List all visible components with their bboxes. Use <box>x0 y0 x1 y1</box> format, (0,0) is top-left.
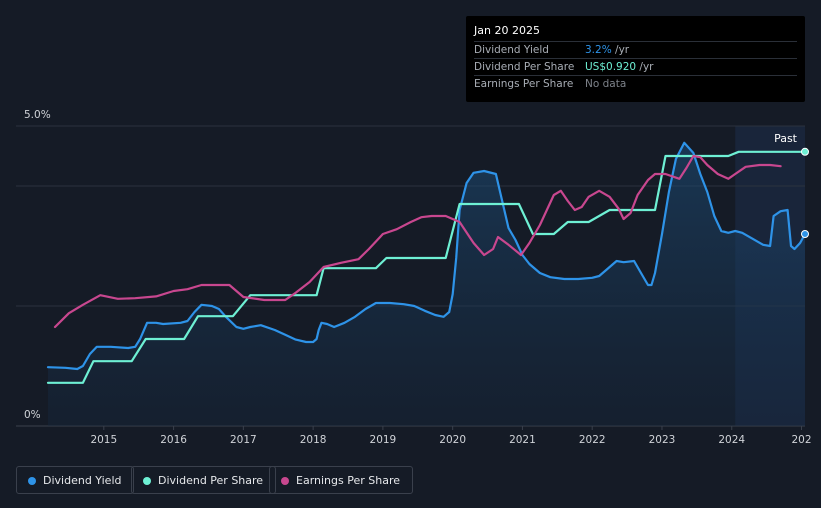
line-dividend-per-share <box>46 150 807 384</box>
x-tick-label: 2022 <box>579 434 606 446</box>
tooltip-label: Dividend Per Share <box>474 61 575 73</box>
legend-dot-icon <box>143 477 151 485</box>
tooltip-unit: /yr <box>636 61 654 73</box>
tooltip-date: Jan 20 2025 <box>474 24 540 37</box>
tooltip-value-number: US$0.920 <box>585 61 637 73</box>
series-lines <box>46 141 807 384</box>
tooltip-label: Earnings Per Share <box>474 78 574 90</box>
dividend-yield-area <box>48 142 805 427</box>
tooltip-row-dividend-per-share: Dividend Per Share US$0.920 /yr <box>474 58 797 76</box>
end-marker-dividend-yield <box>801 230 809 238</box>
legend-label: Earnings Per Share <box>296 474 401 487</box>
tooltip: Jan 20 2025 Dividend Yield 3.2% /yr Divi… <box>466 16 805 102</box>
tooltip-value-number: 3.2% <box>585 44 612 56</box>
end-marker-dividend-per-share <box>801 147 809 156</box>
x-tick-label: 2024 <box>718 434 745 446</box>
x-tick-label: 202 <box>791 434 811 446</box>
x-tick-label: 2016 <box>160 434 187 446</box>
y-axis-labels: 5.0% 0% <box>24 109 51 421</box>
x-tick-label: 2020 <box>439 434 466 446</box>
tooltip-value: 3.2% /yr <box>585 42 629 59</box>
x-axis-labels: 2015 2016 2017 2018 2019 2020 2021 2022 2023 2024… <box>90 426 812 446</box>
x-tick-label: 2018 <box>300 434 327 446</box>
x-tick-label: 2019 <box>370 434 397 446</box>
legend-label: Dividend Per Share <box>158 474 264 487</box>
legend-dot-icon <box>28 477 36 485</box>
x-tick-label: 2015 <box>90 434 117 446</box>
y-tick-label: 0% <box>24 409 41 421</box>
x-tick-label: 2021 <box>509 434 536 446</box>
tooltip-value: US$0.920 /yr <box>585 59 654 76</box>
legend-dividend-per-share[interactable]: Dividend Per Share <box>131 466 277 494</box>
series-end-markers <box>801 147 809 238</box>
line-earnings-per-share <box>53 154 782 329</box>
past-label: Past <box>774 132 798 145</box>
legend-dot-icon <box>281 477 289 485</box>
line-dividend-yield <box>46 141 807 371</box>
legend-dividend-yield[interactable]: Dividend Yield <box>16 466 135 494</box>
legend-label: Dividend Yield <box>43 474 122 487</box>
tooltip-unit: /yr <box>611 44 630 56</box>
x-tick-label: 2023 <box>649 434 676 446</box>
tooltip-value-number: No data <box>585 78 627 90</box>
legend-earnings-per-share[interactable]: Earnings Per Share <box>269 466 414 494</box>
tooltip-label: Dividend Yield <box>474 44 549 56</box>
tooltip-row-dividend-yield: Dividend Yield 3.2% /yr <box>474 41 797 59</box>
tooltip-value: No data <box>585 76 626 93</box>
y-tick-label: 5.0% <box>24 109 51 121</box>
tooltip-row-earnings-per-share: Earnings Per Share No data <box>474 75 797 93</box>
x-tick-label: 2017 <box>230 434 257 446</box>
